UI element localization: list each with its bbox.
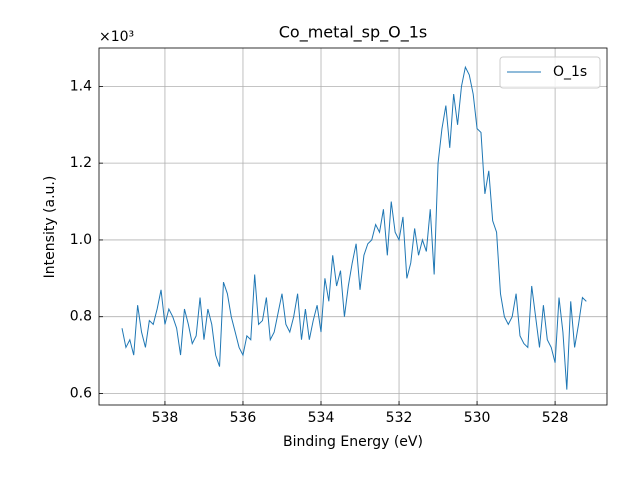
y-tick-label: 1.2 bbox=[70, 155, 92, 171]
x-tick-label: 538 bbox=[152, 410, 179, 426]
x-tick-label: 534 bbox=[308, 410, 335, 426]
x-tick-label: 536 bbox=[230, 410, 257, 426]
x-tick-label: 532 bbox=[386, 410, 413, 426]
legend-box bbox=[499, 56, 601, 89]
x-axis-label: Binding Energy (eV) bbox=[283, 434, 423, 450]
x-tick-label: 528 bbox=[542, 410, 569, 426]
chart-title: Co_metal_sp_O_1s bbox=[279, 23, 428, 43]
legend-label: O_1s bbox=[553, 64, 587, 80]
y-axis-label: Intensity (a.u.) bbox=[42, 176, 58, 279]
y-tick-label: 0.6 bbox=[70, 385, 92, 401]
plot-frame bbox=[98, 47, 608, 406]
data-line bbox=[121, 65, 587, 390]
y-tick-label: 1.0 bbox=[70, 232, 92, 248]
y-tick-label: 0.8 bbox=[70, 309, 92, 325]
x-tick-label: 530 bbox=[464, 410, 491, 426]
y-tick-label: 1.4 bbox=[70, 78, 92, 94]
y-offset-label: ×10³ bbox=[99, 29, 134, 45]
